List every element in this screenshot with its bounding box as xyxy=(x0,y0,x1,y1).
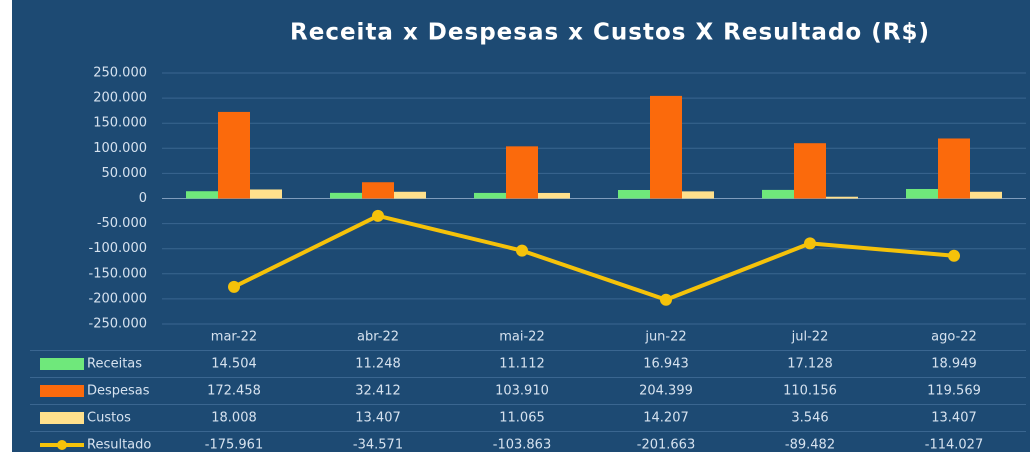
data-label: 17.128 xyxy=(787,357,833,372)
line-marker xyxy=(948,249,960,262)
data-label: 3.546 xyxy=(791,411,828,426)
line xyxy=(233,213,955,302)
data-label: 16.943 xyxy=(643,357,689,372)
y-tick-label: -250.000 xyxy=(89,317,147,332)
line-marker xyxy=(660,293,672,306)
legend-label: Despesas xyxy=(87,384,150,399)
x-tick-label: jun-22 xyxy=(644,330,686,345)
data-label: 13.407 xyxy=(931,411,977,426)
data-label: 18.949 xyxy=(931,357,977,372)
x-tick-label: ago-22 xyxy=(931,330,977,345)
bar xyxy=(330,192,362,199)
y-tick-label: 250.000 xyxy=(93,66,147,81)
data-label: 110.156 xyxy=(783,384,837,399)
y-tick-label: 100.000 xyxy=(93,141,147,156)
data-label: 13.407 xyxy=(355,411,401,426)
bar xyxy=(538,192,570,199)
data-label: 14.504 xyxy=(211,357,257,372)
legend-key-marker xyxy=(57,440,67,450)
data-label: 32.412 xyxy=(355,384,401,399)
x-tick-label: mar-22 xyxy=(211,330,257,345)
bar xyxy=(970,191,1002,199)
bar xyxy=(682,191,714,199)
data-label: 11.248 xyxy=(355,357,401,372)
legend-label: Resultado xyxy=(87,438,151,452)
bar xyxy=(250,189,282,199)
line-marker xyxy=(804,237,816,250)
bar xyxy=(762,189,794,199)
bar xyxy=(938,138,970,199)
data-label: -114.027 xyxy=(925,438,983,452)
x-tick-label: abr-22 xyxy=(357,330,399,345)
y-tick-label: 50.000 xyxy=(102,166,148,181)
bar xyxy=(650,95,682,199)
legend-key xyxy=(40,385,84,397)
legend-label: Custos xyxy=(87,411,131,426)
data-label: 11.112 xyxy=(499,357,545,372)
data-label: 204.399 xyxy=(639,384,693,399)
x-tick-label: jul-22 xyxy=(791,330,829,345)
bar xyxy=(186,191,218,199)
y-tick-label: 200.000 xyxy=(93,91,147,106)
y-tick-label: -150.000 xyxy=(89,266,147,281)
legend-key xyxy=(40,412,84,424)
y-tick-label: -50.000 xyxy=(97,216,147,231)
legend-label: Receitas xyxy=(87,357,142,372)
data-label: 103.910 xyxy=(495,384,549,399)
data-label: 119.569 xyxy=(927,384,981,399)
data-label: 172.458 xyxy=(207,384,261,399)
bar xyxy=(362,182,394,199)
y-tick-label: 150.000 xyxy=(93,116,147,131)
bar xyxy=(474,192,506,199)
bar xyxy=(218,111,250,199)
chart-background xyxy=(12,0,1030,452)
y-tick-label: 0 xyxy=(139,191,147,206)
bar xyxy=(906,188,938,199)
bar xyxy=(394,191,426,199)
data-label: 14.207 xyxy=(643,411,689,426)
line-marker xyxy=(516,244,528,257)
data-label: -201.663 xyxy=(637,438,695,452)
bar xyxy=(794,143,826,199)
data-label: 11.065 xyxy=(499,411,545,426)
chart-title: Receita x Despesas x Custos X Resultado … xyxy=(290,20,930,46)
x-tick-label: mai-22 xyxy=(499,330,544,345)
bar xyxy=(506,146,538,199)
legend-key xyxy=(40,358,84,370)
data-label: -103.863 xyxy=(493,438,551,452)
y-tick-label: -100.000 xyxy=(89,241,147,256)
bar xyxy=(618,189,650,199)
line-marker xyxy=(372,209,384,222)
line-marker xyxy=(228,280,240,293)
data-label: -175.961 xyxy=(205,438,263,452)
bar xyxy=(826,196,858,199)
y-tick-label: -200.000 xyxy=(89,291,147,306)
data-label: 18.008 xyxy=(211,411,257,426)
data-label: -89.482 xyxy=(785,438,835,452)
data-label: -34.571 xyxy=(353,438,403,452)
